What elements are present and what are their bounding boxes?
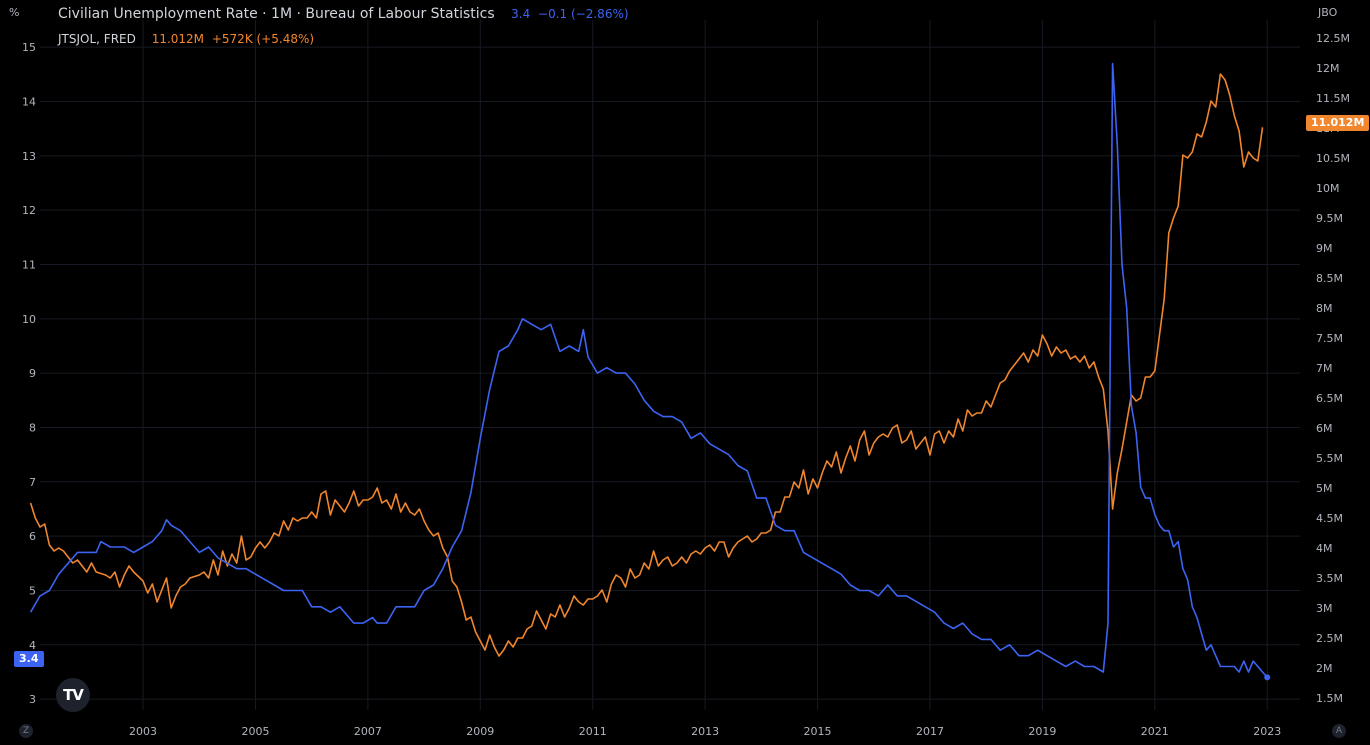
right-tick-label: 3.5M (1316, 572, 1343, 585)
left-tick-label: 6 (29, 530, 36, 543)
x-tick-label: 2011 (579, 725, 607, 738)
left-axis-unit: % (9, 6, 20, 19)
right-tick-label: 10M (1316, 182, 1340, 195)
x-tick-label: 2023 (1253, 725, 1281, 738)
legend-primary-change: −0.1 (−2.86%) (538, 7, 629, 21)
legend-secondary-last: 11.012M (151, 32, 205, 46)
right-tick-label: 2M (1316, 662, 1333, 675)
right-tick-label: 8.5M (1316, 272, 1343, 285)
right-tick-label: 12M (1316, 62, 1340, 75)
right-tick-label: 11.5M (1316, 92, 1350, 105)
right-tick-label: 7.5M (1316, 332, 1343, 345)
left-tick-label: 15 (22, 41, 36, 54)
x-tick-label: 2007 (354, 725, 382, 738)
right-axis-ticks: 1.5M 2M 2.5M 3M 3.5M 4M 4.5M 5M 5.5M 6M 6.5M 7M 7.5M… (1316, 32, 1350, 705)
left-last-value-tag: 3.4 (14, 651, 44, 667)
left-tick-label: 8 (29, 421, 36, 434)
left-tick-label: 9 (29, 367, 36, 380)
right-tick-label: 9.5M (1316, 212, 1343, 225)
x-tick-label: 2019 (1028, 725, 1056, 738)
right-tick-label: 10.5M (1316, 152, 1350, 165)
right-tick-label: 12.5M (1316, 32, 1350, 45)
right-tick-label: 5.5M (1316, 452, 1343, 465)
left-tick-label: 11 (22, 258, 36, 271)
right-tick-label: 4.5M (1316, 512, 1343, 525)
left-tick-label: 5 (29, 584, 36, 597)
legend-secondary-title: JTSJOL, FRED (58, 32, 136, 46)
legend-secondary[interactable]: JTSJOL, FRED 11.012M +572K (+5.48%) (58, 32, 314, 46)
x-tick-label: 2015 (804, 725, 832, 738)
right-tick-label: 9M (1316, 242, 1333, 255)
left-tick-label: 10 (22, 313, 36, 326)
right-tick-label: 2.5M (1316, 632, 1343, 645)
left-tick-label: 4 (29, 639, 36, 652)
x-axis-ticks: 2003 2005 2007 2009 2011 2013 2015 2017 2019 2021… (129, 725, 1281, 738)
left-tick-label: 13 (22, 150, 36, 163)
left-axis-ticks: 3 4 5 6 7 8 9 10 11 12 13 14 15 (22, 41, 36, 706)
left-tick-label: 7 (29, 476, 36, 489)
x-tick-label: 2005 (241, 725, 269, 738)
right-tick-label: 7M (1316, 362, 1333, 375)
x-tick-label: 2017 (916, 725, 944, 738)
zoom-corner-button[interactable]: Z (19, 724, 33, 738)
right-tick-label: 8M (1316, 302, 1333, 315)
last-point-marker (1264, 674, 1271, 681)
right-tick-label: 5M (1316, 482, 1333, 495)
right-tick-label: 1.5M (1316, 692, 1343, 705)
left-tick-label: 14 (22, 95, 36, 108)
left-tick-label: 3 (29, 693, 36, 706)
legend-secondary-change: +572K (+5.48%) (211, 32, 315, 46)
auto-scale-button[interactable]: A (1332, 724, 1346, 738)
x-tick-label: 2009 (466, 725, 494, 738)
legend-primary-title: Civilian Unemployment Rate · 1M · Bureau… (58, 6, 495, 22)
legend-secondary-values: 11.012M +572K (+5.48%) (152, 32, 314, 46)
right-tick-label: 3M (1316, 602, 1333, 615)
legend-primary-last: 3.4 (511, 7, 531, 21)
x-tick-label: 2021 (1141, 725, 1169, 738)
series-line-job-openings (29, 73, 1264, 657)
right-last-value-tag: 11.012M (1306, 115, 1370, 131)
right-tick-label: 4M (1316, 542, 1333, 555)
x-tick-label: 2003 (129, 725, 157, 738)
right-tick-label: 6M (1316, 422, 1333, 435)
legend-primary-values: 3.4 −0.1 (−2.86%) (511, 7, 628, 21)
right-tick-label: 6.5M (1316, 392, 1343, 405)
legend-primary[interactable]: Civilian Unemployment Rate · 1M · Bureau… (58, 6, 629, 22)
series-line-unemployment-rate (29, 62, 1268, 678)
series-layer (29, 62, 1271, 681)
x-tick-label: 2013 (691, 725, 719, 738)
tradingview-logo-icon[interactable]: TV (56, 678, 90, 712)
left-tick-label: 12 (22, 204, 36, 217)
right-axis-unit: JBO (1318, 6, 1338, 19)
